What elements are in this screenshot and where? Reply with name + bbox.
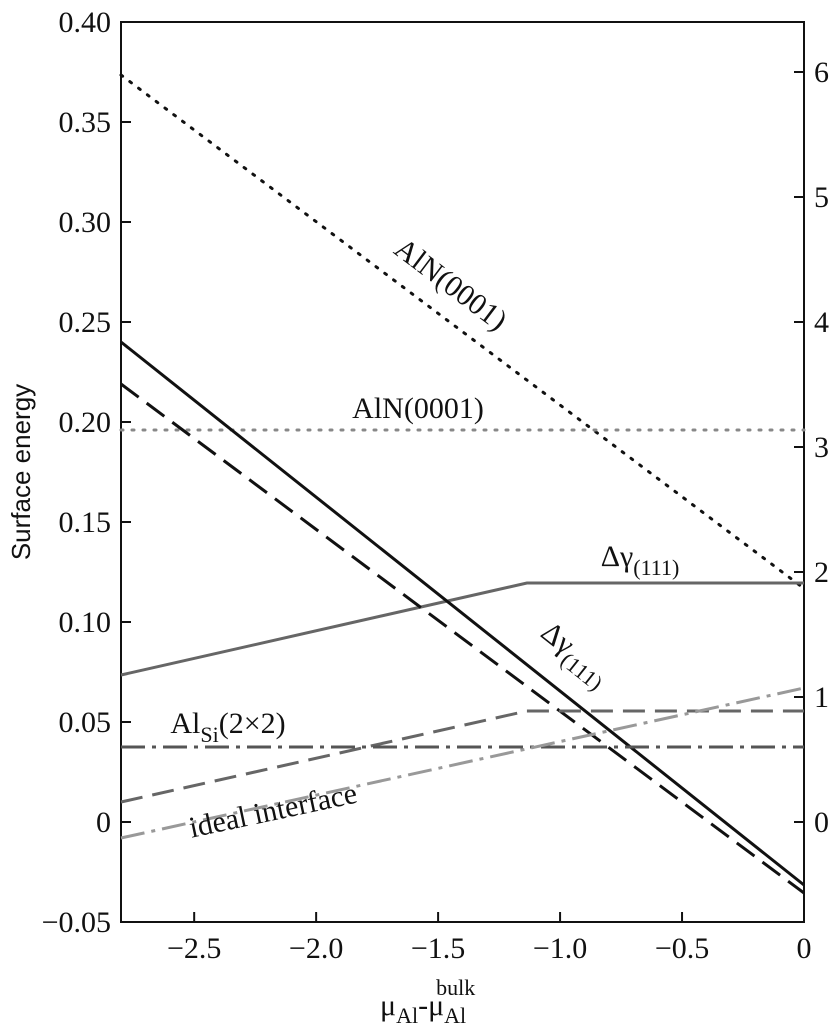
y2-tick-label: 1 <box>814 681 829 714</box>
x-label-part: -μ <box>418 989 444 1022</box>
y-tick-label: 0.40 <box>59 6 112 39</box>
series-line <box>120 686 805 840</box>
y2-tick-label: 4 <box>814 306 829 339</box>
y-tick-label: 0.25 <box>59 306 112 339</box>
y-tick-label: 0.10 <box>59 606 112 639</box>
x-label-part: bulk <box>436 975 475 1000</box>
series-line <box>120 581 804 677</box>
x-tick-label: −1.0 <box>533 932 587 965</box>
y2-tick-label: 2 <box>814 556 829 589</box>
y-tick-label: 0 <box>96 806 111 839</box>
y-tick-label: 0.15 <box>59 506 112 539</box>
x-label-part: μ <box>380 989 396 1022</box>
y2-tick-label: 3 <box>814 431 829 464</box>
y-tick-label: −0.05 <box>42 906 111 939</box>
series-label: AlN(0001) <box>352 392 484 425</box>
x-axis-label: μAl-μAlbulk <box>380 975 475 1028</box>
label-main: Δγ <box>601 540 634 573</box>
series-line <box>120 709 804 804</box>
x-tick-label: 0 <box>797 932 812 965</box>
label-main: AlN(0001) <box>352 392 484 425</box>
label-main: ideal interface <box>186 777 360 845</box>
label-main: AlN(0001) <box>388 232 513 338</box>
series-label: AlSi(2×2) <box>170 707 285 747</box>
series-line <box>120 382 805 895</box>
x-tick-label: −2.0 <box>289 932 343 965</box>
y2-tick-label: 5 <box>814 181 829 214</box>
series-label: AlN(0001) <box>388 232 513 338</box>
series-label: ideal interface <box>186 777 360 845</box>
label-after: (2×2) <box>219 707 286 740</box>
series-label: Δγ(111) <box>531 615 617 695</box>
series-line <box>120 340 805 887</box>
y-tick-label: 0.35 <box>59 106 112 139</box>
y2-tick-label: 0 <box>814 806 829 839</box>
x-tick-label: −0.5 <box>655 932 709 965</box>
label-sub: (111) <box>633 555 679 580</box>
y-axis-label: Surface energy <box>6 384 36 560</box>
y-tick-label: 0.30 <box>59 206 112 239</box>
y-tick-label: 0.05 <box>59 706 112 739</box>
y2-tick-label: 6 <box>814 56 829 89</box>
x-tick-label: −1.5 <box>411 932 465 965</box>
series-label: Δγ(111) <box>601 540 680 580</box>
label-main: Al <box>170 707 200 740</box>
series-line <box>119 73 806 590</box>
plot-frame <box>120 21 805 923</box>
x-tick-label: −2.5 <box>167 932 221 965</box>
x-label-part: Al <box>396 1003 418 1028</box>
x-label-part: Al <box>444 1003 466 1028</box>
label-sub: Si <box>200 722 218 747</box>
y-tick-label: 0.20 <box>59 406 112 439</box>
